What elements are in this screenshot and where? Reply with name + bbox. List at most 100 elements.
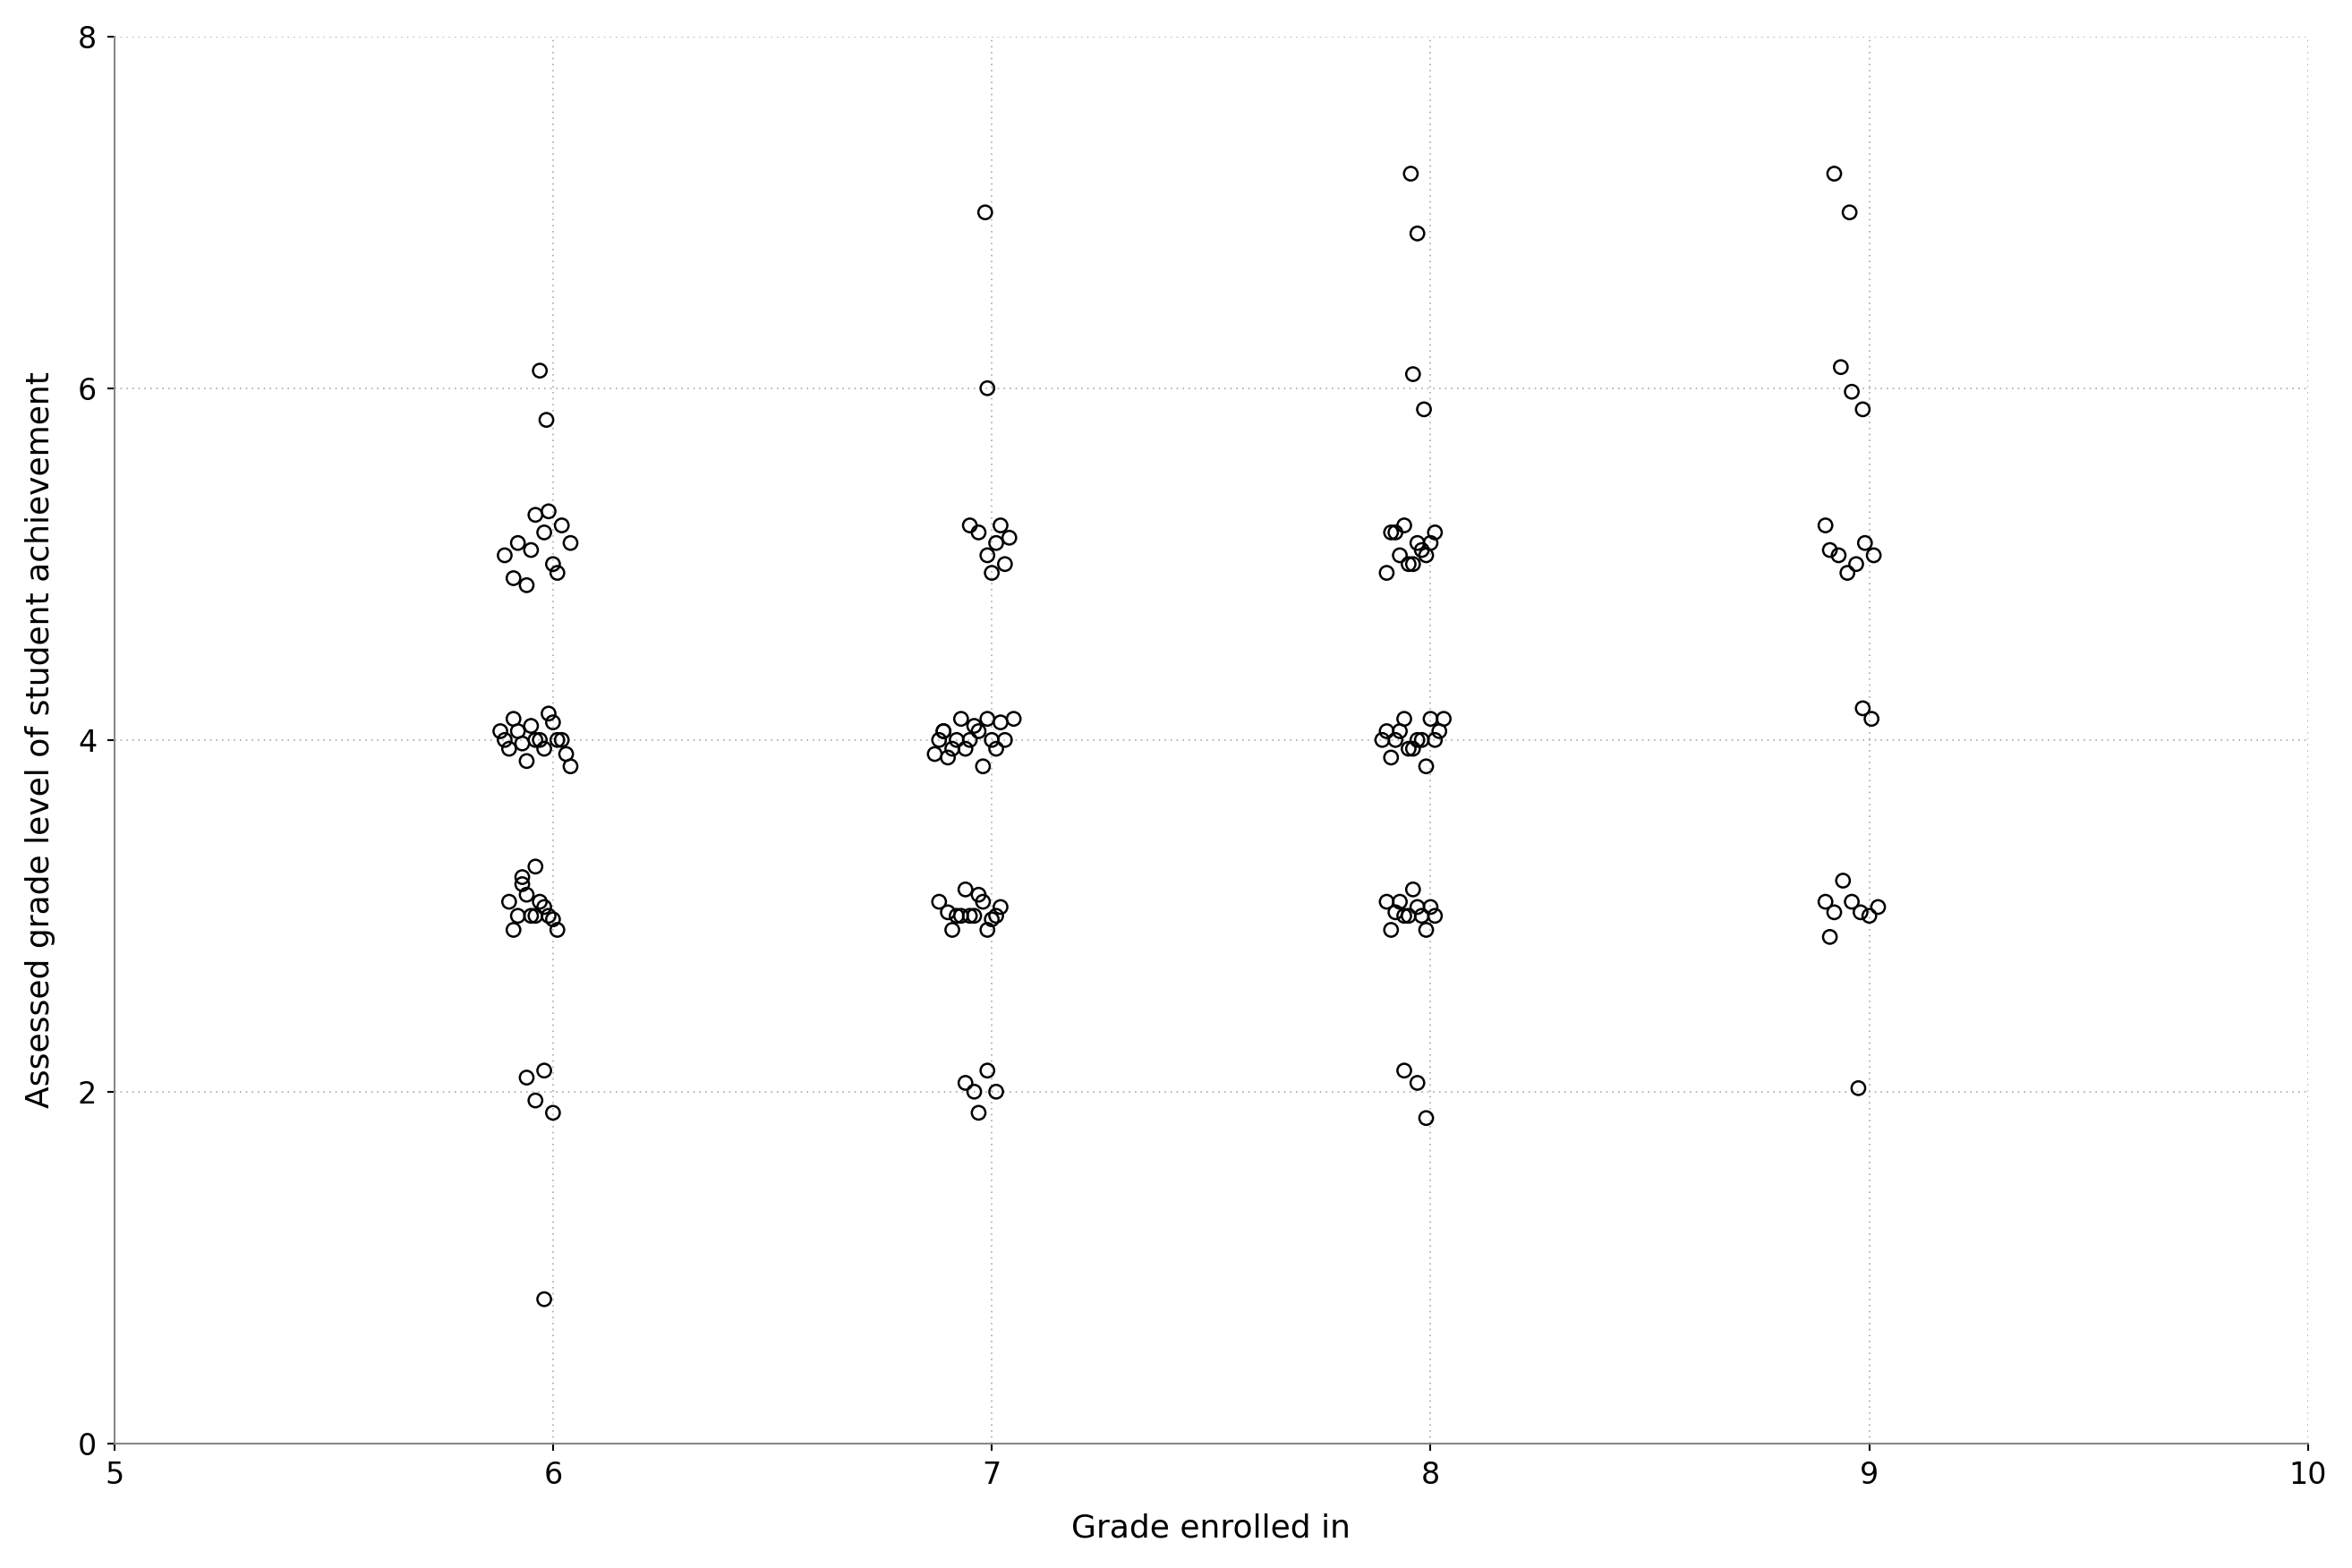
Point	[955, 713, 993, 739]
Point	[1823, 354, 1860, 379]
Point	[915, 742, 953, 767]
Point	[534, 710, 572, 735]
Point	[1853, 706, 1891, 731]
Point	[938, 903, 976, 928]
Point	[985, 552, 1023, 577]
Point	[920, 889, 957, 914]
Point	[934, 737, 971, 762]
Point	[529, 499, 567, 524]
Point	[1404, 397, 1442, 422]
Point	[969, 543, 1007, 568]
Point	[929, 900, 967, 925]
Point	[517, 502, 555, 527]
Point	[1399, 530, 1437, 555]
Point	[960, 521, 997, 546]
Point	[534, 552, 572, 577]
Point	[938, 728, 976, 753]
X-axis label: Grade enrolled in: Grade enrolled in	[1073, 1513, 1350, 1543]
Point	[527, 408, 564, 433]
Point	[1402, 903, 1439, 928]
Point	[1811, 538, 1849, 563]
Point	[1406, 543, 1444, 568]
Point	[539, 917, 576, 942]
Point	[1376, 728, 1414, 753]
Point	[522, 358, 560, 383]
Point	[1846, 530, 1884, 555]
Point	[513, 713, 550, 739]
Point	[1399, 728, 1437, 753]
Point	[1416, 728, 1454, 753]
Point	[1371, 745, 1409, 770]
Point	[1381, 543, 1418, 568]
Point	[508, 748, 546, 773]
Point	[978, 1079, 1016, 1104]
Point	[517, 1088, 555, 1113]
Point	[529, 701, 567, 726]
Point	[1381, 718, 1418, 743]
Point	[513, 538, 550, 563]
Point	[964, 889, 1002, 914]
Point	[978, 903, 1016, 928]
Point	[950, 513, 988, 538]
Point	[1395, 552, 1432, 577]
Point	[508, 1065, 546, 1090]
Point	[1395, 737, 1432, 762]
Point	[1371, 917, 1409, 942]
Point	[1411, 706, 1449, 731]
Point	[1385, 513, 1423, 538]
Point	[978, 737, 1016, 762]
Point	[1828, 560, 1865, 585]
Point	[1369, 718, 1406, 743]
Point	[1385, 903, 1423, 928]
Point	[1825, 869, 1863, 894]
Point	[1385, 1058, 1423, 1083]
Point	[1399, 1071, 1437, 1096]
Point	[1844, 397, 1882, 422]
Point	[524, 521, 562, 546]
Point	[522, 728, 560, 753]
Point	[974, 560, 1011, 585]
Point	[1844, 696, 1882, 721]
Point	[499, 530, 536, 555]
Point	[508, 572, 546, 597]
Point	[1395, 362, 1432, 387]
Point	[1411, 894, 1449, 919]
Point	[494, 917, 532, 942]
Point	[964, 754, 1002, 779]
Point	[517, 728, 555, 753]
Point	[1806, 513, 1844, 538]
Point	[529, 903, 567, 928]
Point	[1376, 521, 1414, 546]
Point	[517, 855, 555, 880]
Point	[946, 877, 983, 902]
Point	[960, 718, 997, 743]
Point	[508, 883, 546, 908]
Point	[524, 894, 562, 919]
Point	[1806, 889, 1844, 914]
Point	[482, 718, 520, 743]
Point	[489, 737, 527, 762]
Point	[1364, 728, 1402, 753]
Point	[513, 903, 550, 928]
Point	[969, 376, 1007, 401]
Point	[524, 737, 562, 762]
Point	[967, 199, 1004, 224]
Point	[974, 906, 1011, 931]
Point	[943, 903, 981, 928]
Point	[946, 1071, 983, 1096]
Point	[1856, 543, 1893, 568]
Point	[1392, 162, 1430, 187]
Point	[1390, 903, 1428, 928]
Point	[1390, 737, 1428, 762]
Point	[524, 1058, 562, 1083]
Point	[960, 1101, 997, 1126]
Point	[1399, 894, 1437, 919]
Point	[503, 731, 541, 756]
Point	[553, 530, 590, 555]
Point	[543, 728, 581, 753]
Point	[1369, 560, 1406, 585]
Point	[534, 906, 572, 931]
Point	[1842, 900, 1879, 925]
Point	[1406, 754, 1444, 779]
Point	[955, 903, 993, 928]
